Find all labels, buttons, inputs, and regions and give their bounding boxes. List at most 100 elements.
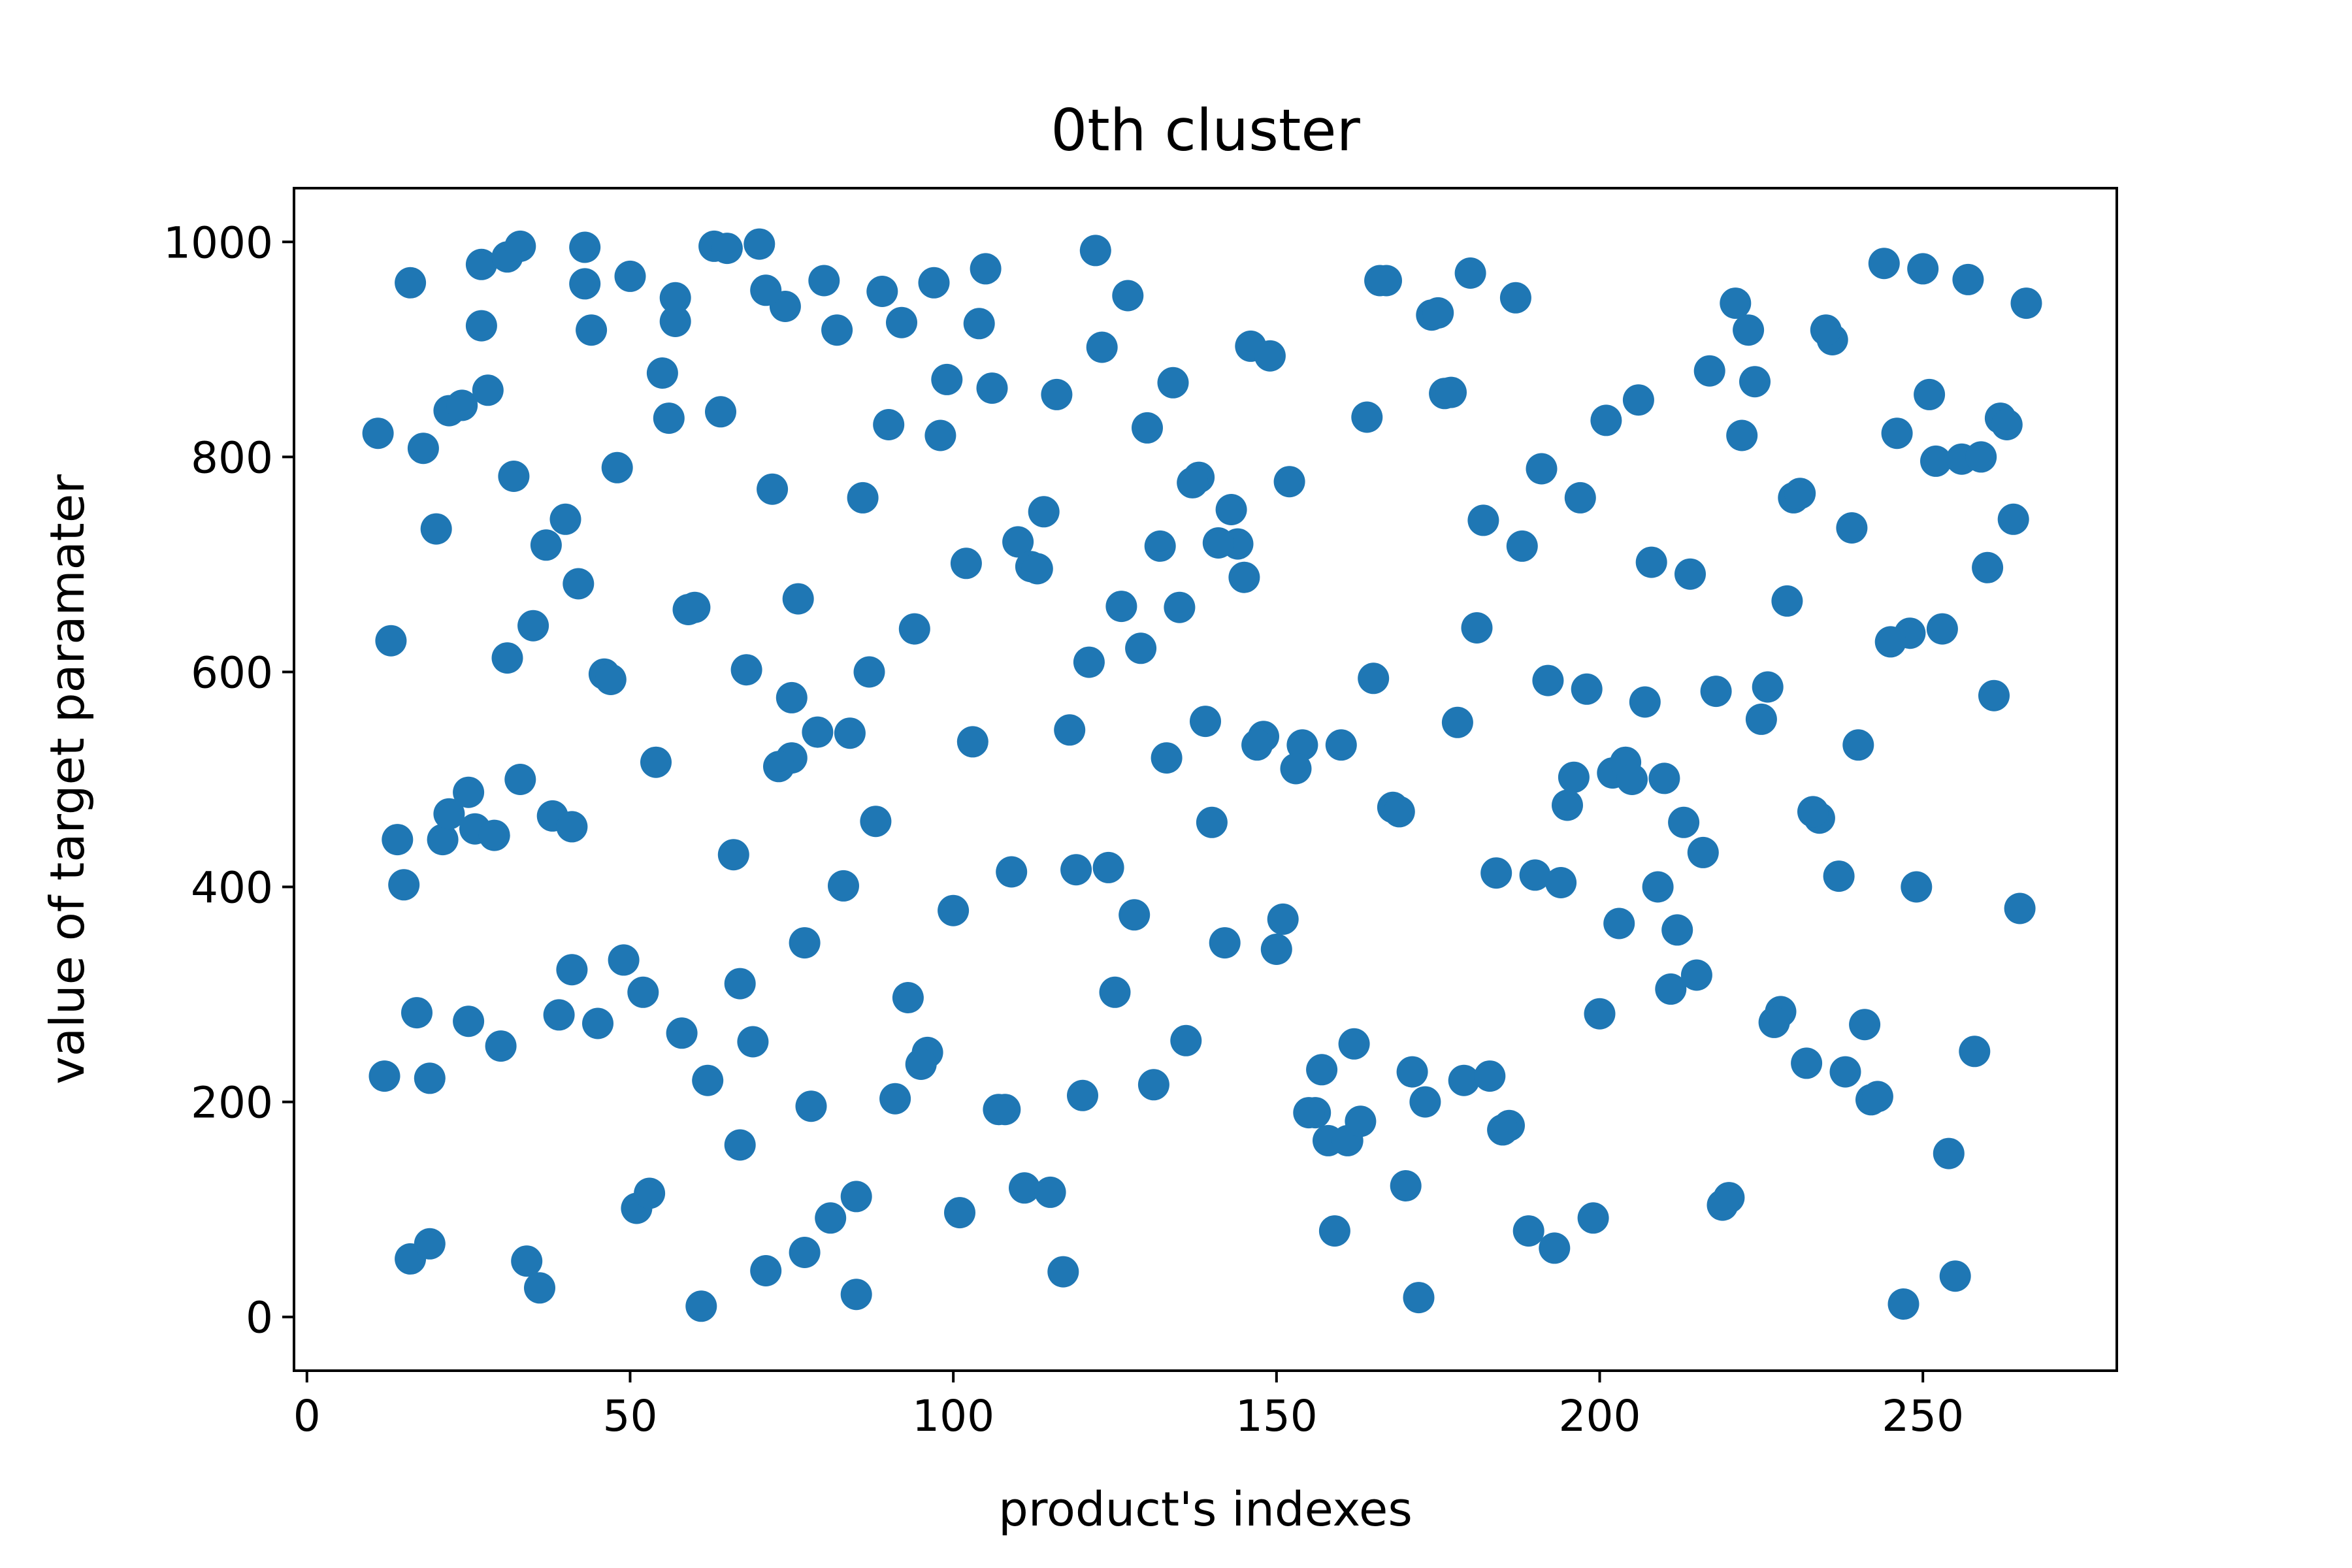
scatter-point xyxy=(996,856,1028,888)
scatter-point xyxy=(427,824,459,856)
scatter-point xyxy=(472,374,504,406)
scatter-point xyxy=(549,503,581,535)
scatter-point xyxy=(672,594,704,625)
scatter-point xyxy=(1441,706,1473,738)
scatter-point xyxy=(382,824,414,856)
scatter-point xyxy=(1532,664,1564,696)
scatter-point xyxy=(950,547,982,580)
scatter-point xyxy=(1318,1215,1350,1247)
scatter-point xyxy=(1164,591,1196,623)
scatter-point xyxy=(1267,903,1299,935)
scatter-point xyxy=(1584,998,1616,1030)
scatter-point xyxy=(1539,1232,1571,1264)
scatter-point xyxy=(420,513,452,545)
scatter-point xyxy=(491,642,523,674)
scatter-point xyxy=(1907,253,1939,285)
scatter-point xyxy=(1241,729,1273,761)
scatter-point xyxy=(1209,927,1241,959)
scatter-point xyxy=(1499,282,1531,314)
scatter-point xyxy=(1901,871,1933,903)
scatter-points xyxy=(362,228,2042,1322)
scatter-point xyxy=(776,681,808,713)
scatter-point xyxy=(1273,466,1305,498)
scatter-point xyxy=(511,1245,543,1277)
scatter-point xyxy=(608,944,640,976)
scatter-point xyxy=(892,982,924,1013)
scatter-point xyxy=(782,583,814,615)
scatter-point xyxy=(1739,366,1771,398)
scatter-point xyxy=(453,776,485,808)
scatter-point xyxy=(498,461,530,492)
scatter-point xyxy=(750,1255,782,1286)
scatter-point xyxy=(1836,512,1868,544)
scatter-point xyxy=(1054,714,1086,746)
scatter-point xyxy=(1661,914,1693,946)
scatter-point xyxy=(1861,1081,1893,1113)
scatter-point xyxy=(1629,686,1661,718)
scatter-point xyxy=(1448,1064,1480,1096)
scatter-point xyxy=(815,1202,847,1234)
scatter-point xyxy=(1552,789,1583,821)
scatter-point xyxy=(1403,1282,1435,1314)
scatter-point xyxy=(1151,742,1183,774)
scatter-point xyxy=(795,1090,827,1122)
scatter-point xyxy=(1590,404,1622,436)
scatter-point xyxy=(1926,613,1958,645)
scatter-point xyxy=(504,230,536,262)
scatter-point xyxy=(627,976,659,1008)
scatter-point xyxy=(1086,331,1118,363)
scatter-point xyxy=(1680,959,1712,991)
scatter-point xyxy=(840,1279,872,1311)
scatter-point xyxy=(1105,591,1137,623)
scatter-point xyxy=(1325,729,1357,761)
scatter-point xyxy=(1125,632,1157,664)
y-tick-label: 200 xyxy=(191,1078,273,1128)
scatter-point xyxy=(576,314,608,346)
scatter-point xyxy=(504,764,536,795)
scatter-point xyxy=(1758,1006,1790,1038)
scatter-point xyxy=(1868,248,1900,280)
scatter-point xyxy=(1137,1069,1169,1101)
scatter-point xyxy=(847,482,879,514)
scatter-point xyxy=(1933,1137,1965,1169)
scatter-point xyxy=(938,894,970,926)
scatter-point xyxy=(1474,1060,1506,1092)
scatter-point xyxy=(1092,851,1124,883)
scatter-point xyxy=(1190,706,1221,738)
scatter-point xyxy=(886,306,917,338)
scatter-point xyxy=(375,625,407,657)
scatter-point xyxy=(1202,527,1234,559)
scatter-point xyxy=(1842,729,1874,761)
scatter-point xyxy=(453,1005,485,1037)
scatter-point xyxy=(1784,478,1816,510)
x-tick-label: 0 xyxy=(293,1391,321,1441)
scatter-point xyxy=(582,1007,613,1039)
scatter-point xyxy=(1467,504,1499,536)
scatter-point xyxy=(1720,287,1752,319)
scatter-point xyxy=(737,1026,769,1058)
y-tick-label: 0 xyxy=(246,1293,273,1343)
scatter-point xyxy=(789,1237,821,1268)
scatter-point xyxy=(1874,626,1906,658)
scatter-point xyxy=(595,664,627,695)
scatter-point xyxy=(802,716,834,748)
scatter-point xyxy=(905,1049,937,1080)
scatter-point xyxy=(478,819,510,851)
scatter-point xyxy=(1461,612,1493,644)
scatter-point xyxy=(1512,1215,1544,1247)
y-tick-label: 600 xyxy=(191,647,273,698)
scatter-point xyxy=(1371,265,1402,297)
scatter-point xyxy=(724,968,756,1000)
scatter-point xyxy=(666,1017,698,1049)
scatter-point xyxy=(1390,1170,1422,1201)
scatter-point xyxy=(1745,703,1777,735)
scatter-point xyxy=(1338,1028,1370,1060)
scatter-point xyxy=(879,1083,911,1115)
scatter-point xyxy=(1829,1056,1861,1088)
scatter-point xyxy=(763,751,794,783)
y-tick-label: 1000 xyxy=(163,218,273,268)
scatter-point xyxy=(1823,860,1855,892)
scatter-point xyxy=(1306,1054,1338,1086)
scatter-point xyxy=(1358,662,1390,694)
scatter-point xyxy=(1752,671,1784,703)
